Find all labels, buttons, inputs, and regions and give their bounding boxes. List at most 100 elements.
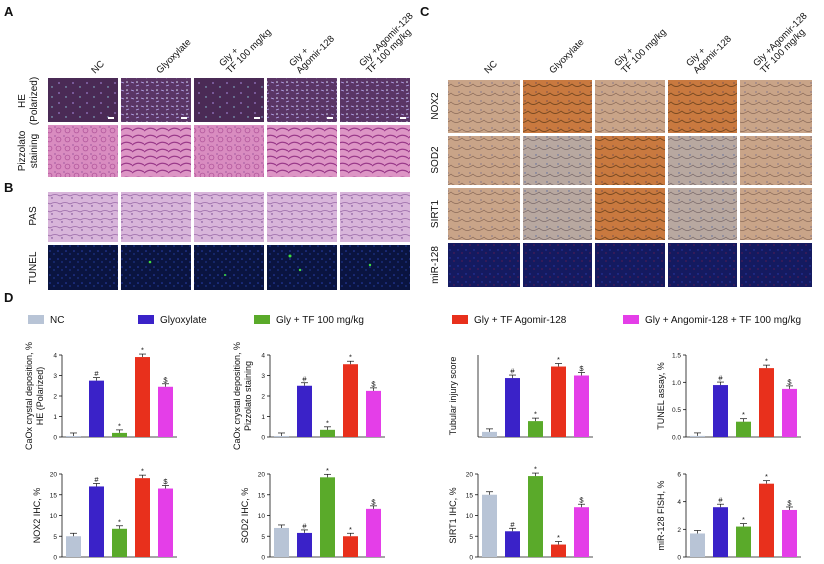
row-label-he-polarized: HE(Polarized) [17, 77, 40, 125]
bar-gly-tf [528, 421, 543, 437]
image-mir128-nc [448, 243, 520, 287]
legend-label-glyoxylate: Glyoxylate [160, 315, 207, 326]
bar-gly-agomir [343, 536, 358, 557]
image-he-glyoxylate [121, 78, 191, 122]
legend-swatch-gly-agomir [452, 315, 468, 324]
significance-mark: # [510, 520, 515, 529]
significance-mark: $ [163, 375, 168, 384]
bar-gly-agomir [759, 368, 774, 437]
bar-gly-tf [112, 432, 127, 437]
significance-mark: * [118, 517, 121, 526]
y-tick-label: 5 [261, 534, 265, 541]
row-label-pas: PAS [28, 206, 39, 226]
row-label-sod2: SOD2 [430, 146, 441, 174]
y-tick-label: 1.0 [672, 380, 681, 387]
image-sod2-nc [448, 136, 520, 185]
bar-chart-7: 0 5 10 15 20 SIRT1 IHC, % # * * $ [448, 465, 593, 562]
image-sirt1-glyoxylate [523, 188, 592, 240]
bar-gly-agomir-tf [782, 509, 797, 557]
col-header-glyoxylate: Glyoxylate [154, 37, 193, 76]
bar-glyoxylate [89, 486, 104, 557]
image-tunel-gly-agomir [267, 245, 337, 290]
bar-gly-tf [736, 526, 751, 557]
bar-nc [690, 533, 705, 557]
significance-mark: * [141, 467, 144, 476]
y-tick-label: 2 [261, 394, 265, 401]
image-pas-gly-agomir [267, 192, 337, 242]
col-header-nc: NC [89, 59, 107, 77]
bar-gly-agomir-tf [782, 388, 797, 437]
bar-glyoxylate [505, 378, 520, 437]
legend: NC Glyoxylate Gly + TF 100 mg/kg Gly + T… [28, 315, 801, 326]
image-mir128-gly-agomir-tf [740, 243, 812, 287]
bar-chart-1: 0 1 2 3 4 CaOx crystal deposition, %HE (Polar… [24, 342, 177, 450]
panel-letter-d: D [4, 290, 13, 305]
y-tick-label: 3 [261, 373, 265, 380]
bar-gly-agomir [551, 544, 566, 557]
significance-mark: * [742, 515, 745, 524]
image-pas-glyoxylate [121, 192, 191, 242]
bar-gly-agomir-tf [158, 488, 173, 557]
bar-gly-agomir [551, 366, 566, 437]
image-sod2-gly-tf [595, 136, 665, 185]
bar-glyoxylate [505, 531, 520, 557]
panel-letter-a: A [4, 4, 14, 19]
y-tick-label: 4 [53, 353, 57, 360]
bar-chart-6: 0 5 10 15 20 SOD2 IHC, % # * * $ [240, 466, 385, 562]
image-pas-gly-agomir-tf [340, 192, 410, 242]
image-sirt1-gly-agomir-tf [740, 188, 812, 240]
y-tick-label: 1 [261, 414, 265, 421]
row-label-tunel: TUNEL [28, 251, 39, 284]
panel-c-image-grid [448, 80, 812, 287]
bar-gly-agomir-tf [574, 507, 589, 557]
y-axis-label: TUNEL assay, % [656, 362, 666, 430]
c-col-header-nc: NC [482, 59, 500, 77]
y-axis-label: Tubular injury score [448, 357, 458, 436]
significance-mark: * [118, 421, 121, 430]
y-tick-label: 1 [53, 414, 57, 421]
significance-mark: # [94, 369, 99, 378]
bar-chart-5: 0 5 10 15 20 NOX2 IHC, % # * * $ [32, 467, 177, 562]
y-tick-label: 15 [50, 492, 58, 499]
image-sod2-glyoxylate [523, 136, 592, 185]
significance-mark: * [534, 465, 537, 474]
bar-glyoxylate [713, 507, 728, 557]
image-tunel-gly-tf [194, 245, 264, 290]
significance-mark: * [765, 472, 768, 481]
bar-gly-tf [528, 476, 543, 557]
y-tick-label: 20 [258, 472, 266, 479]
significance-mark: * [326, 466, 329, 475]
y-axis-label: CaOx crystal deposition, %Pizzolato stai… [232, 342, 253, 450]
image-pas-nc [48, 192, 118, 242]
image-nox2-gly-agomir-tf [740, 80, 812, 133]
row-label-mir128: miR-128 [430, 246, 441, 284]
panel-a-col-headers: NC Glyoxylate Gly +TF 100 mg/kg Gly +Ago… [89, 11, 415, 77]
c-col-header-gly-agomir: Gly +Agomir-128 [684, 27, 734, 77]
y-tick-label: 20 [50, 472, 58, 479]
y-tick-label: 4 [261, 353, 265, 360]
y-tick-label: 0.5 [672, 407, 681, 414]
y-tick-label: 0 [261, 555, 265, 562]
image-sod2-gly-agomir [668, 136, 737, 185]
bar-gly-agomir [135, 478, 150, 557]
image-tunel-nc [48, 245, 118, 290]
bar-nc [482, 494, 497, 557]
image-sod2-gly-agomir-tf [740, 136, 812, 185]
y-axis-label: NOX2 IHC, % [32, 488, 42, 544]
significance-mark: # [718, 496, 723, 505]
c-col-header-gly-agomir-tf: Gly +Agomir-128TF 100 mg/kg [751, 11, 816, 76]
image-pizzolato-gly-agomir [267, 125, 337, 177]
y-tick-label: 15 [258, 492, 266, 499]
image-pizzolato-glyoxylate [121, 125, 191, 177]
image-pizzolato-gly-agomir-tf [340, 125, 410, 177]
y-tick-label: 2 [53, 394, 57, 401]
y-tick-label: 0 [261, 435, 265, 442]
significance-mark: * [765, 357, 768, 366]
significance-mark: # [510, 367, 515, 376]
bar-gly-tf [320, 477, 335, 557]
bar-chart-8: 0 2 4 6 miR-128 FISH, % # * * $ [656, 472, 801, 562]
image-he-gly-tf [194, 78, 264, 122]
significance-mark: # [302, 374, 307, 383]
image-pizzolato-gly-tf [194, 125, 264, 177]
